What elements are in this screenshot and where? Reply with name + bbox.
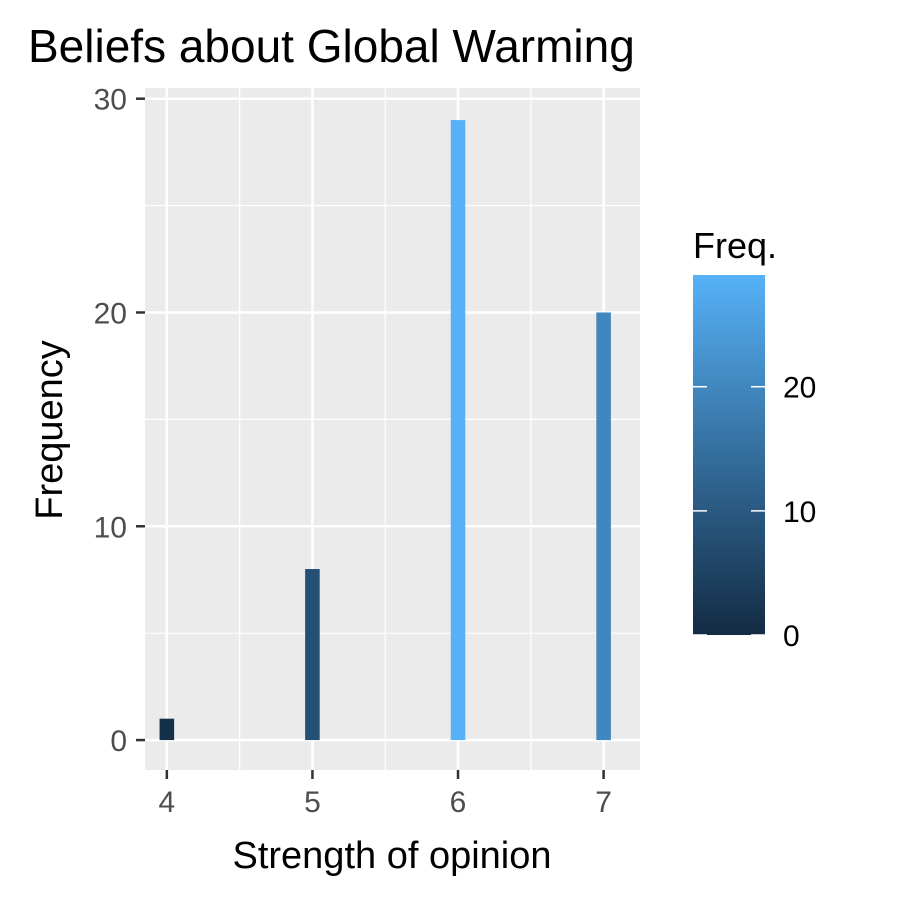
chart-title: Beliefs about Global Warming [28, 20, 635, 72]
plot-panel [145, 88, 640, 770]
y-tick-label: 10 [94, 511, 127, 544]
colorbar-tick-label: 10 [783, 496, 816, 529]
bar [596, 312, 611, 741]
x-tick-label: 7 [595, 786, 612, 819]
colorbar-tick-label: 0 [783, 620, 800, 653]
y-tick-label: 0 [110, 725, 127, 758]
bars [159, 120, 611, 741]
colorbar-tick-label: 20 [783, 372, 816, 405]
x-axis-title: Strength of opinion [232, 835, 551, 877]
y-tick-label: 20 [94, 297, 127, 330]
y-axis-title: Frequency [29, 340, 71, 520]
bar [450, 120, 466, 741]
x-tick-label: 4 [158, 786, 175, 819]
axes: 4 5 6 7 0 10 20 30 [94, 84, 612, 819]
colorbar [693, 275, 765, 635]
bar [159, 718, 175, 741]
x-tick-label: 6 [450, 786, 467, 819]
y-tick-label: 30 [94, 84, 127, 117]
x-tick-label: 5 [304, 786, 321, 819]
bar [305, 569, 320, 741]
legend: Freq. 0 10 20 [693, 225, 816, 653]
colorbar-ticks: 0 10 20 [693, 372, 816, 653]
legend-title: Freq. [693, 225, 777, 266]
